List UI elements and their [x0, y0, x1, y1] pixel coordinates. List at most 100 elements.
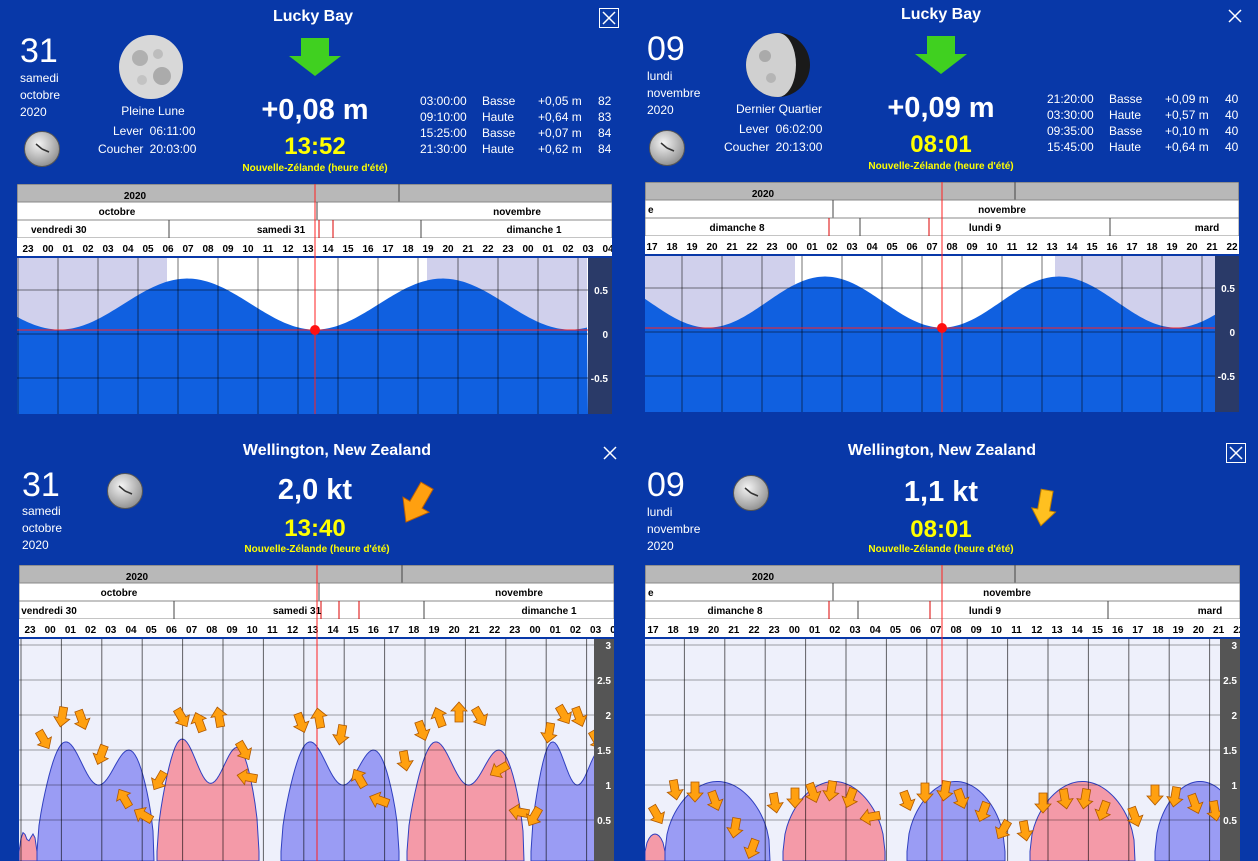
date-details: lundi novembre 2020: [647, 504, 700, 555]
clock-icon[interactable]: [107, 473, 143, 509]
direction-arrow-icon: [686, 781, 704, 803]
tide-panel-lucky-bay-09: Lucky Bay 09 lundi novembre 2020 Dernier…: [629, 0, 1258, 430]
direction-arrow-icon: [508, 803, 531, 821]
direction-arrow-icon: [766, 791, 784, 814]
timeline-hour: 02: [82, 244, 94, 255]
timeline-hour: 23: [769, 625, 781, 636]
clock-icon[interactable]: [649, 130, 685, 166]
timeline-hour: 17: [1132, 625, 1144, 636]
timeline-hour: 02: [85, 625, 97, 636]
rise-time: 06:02:00: [775, 122, 823, 136]
direction-arrow-icon: [1186, 792, 1204, 814]
timeline-hour: 23: [509, 625, 521, 636]
timeline-month: novembre: [978, 205, 1026, 216]
timeline-hour: 00: [522, 244, 534, 255]
arrow-down-icon: [915, 36, 967, 74]
timeline-hour: 18: [408, 625, 420, 636]
timeline-hour: 15: [342, 244, 354, 255]
direction-arrow-icon: [898, 789, 916, 811]
timeline-hour: 19: [1173, 625, 1185, 636]
month: novembre: [647, 86, 701, 100]
timeline-hour: 19: [1166, 242, 1178, 253]
direction-arrow-icon: [369, 791, 391, 809]
timeline-month: e: [648, 588, 654, 599]
timeline-hour: 21: [469, 625, 481, 636]
current-time: 08:01: [910, 516, 972, 543]
month: novembre: [647, 522, 701, 536]
month: octobre: [20, 88, 61, 102]
timeline-hour: 20: [1186, 242, 1198, 253]
year: 2020: [647, 103, 674, 117]
close-icon[interactable]: [1226, 7, 1246, 27]
timeline-hour: 21: [462, 244, 474, 255]
axis-tick-label: 0.5: [597, 816, 611, 827]
timeline-day: mard: [1198, 606, 1222, 617]
rise-label: Lever: [738, 122, 769, 136]
timeline-hour: 20: [449, 625, 461, 636]
timeline-day: dimanche 8: [709, 223, 764, 234]
timeline-hour: 17: [646, 242, 658, 253]
timezone: Nouvelle-Zélande (heure d'été): [868, 161, 1014, 172]
timeline-hour: 23: [502, 244, 514, 255]
current-chart[interactable]: 2020 octobre novembre vendredi 30 samedi 31 d…: [19, 565, 614, 861]
direction-arrow-icon: [1206, 799, 1224, 822]
current-height: +0,08 m: [261, 94, 369, 126]
timeline-hour: 20: [708, 625, 720, 636]
clock-icon[interactable]: [733, 475, 769, 511]
timeline-hour: 04: [866, 242, 878, 253]
close-icon[interactable]: [1226, 443, 1246, 463]
axis-tick-label: 0.5: [594, 286, 608, 297]
close-icon[interactable]: [601, 444, 621, 464]
timeline-hour: 15: [1092, 625, 1104, 636]
tide-row: 15:25:00 Basse +0,07 m 84: [420, 126, 612, 140]
timeline-hour: 01: [65, 625, 77, 636]
timeline-hour: 18: [666, 242, 678, 253]
timeline-hour: 04: [122, 244, 134, 255]
timeline-hour: 09: [226, 625, 238, 636]
timeline-month: e: [648, 205, 654, 216]
clock-icon[interactable]: [24, 131, 60, 167]
direction-arrow-icon: [706, 789, 724, 811]
timeline-hour: 00: [786, 242, 798, 253]
date-details: lundi novembre 2020: [647, 68, 700, 119]
timeline-hour: 06: [910, 625, 922, 636]
timeline-hour: 14: [322, 244, 334, 255]
timeline-hour: 00: [45, 625, 57, 636]
timeline-year: 2020: [752, 189, 775, 200]
weekday: lundi: [647, 505, 673, 519]
direction-arrow-icon: [726, 816, 744, 839]
timeline-year: 2020: [124, 191, 147, 202]
timeline-day: vendredi 30: [21, 606, 77, 617]
axis-tick-label: 2: [605, 711, 611, 722]
timezone: Nouvelle-Zélande (heure d'été): [244, 544, 390, 555]
timeline-hour: 16: [1106, 242, 1118, 253]
timeline-hour: 11: [1007, 242, 1018, 253]
timeline-hour: 08: [946, 242, 958, 253]
timeline-hour: 22: [482, 244, 494, 255]
timeline-hour: 20: [1193, 625, 1205, 636]
water-area: [17, 278, 588, 414]
close-icon[interactable]: [599, 8, 619, 28]
direction-arrow-icon: [841, 786, 859, 808]
timeline-hour: 21: [1206, 242, 1218, 253]
timeline-hour: 23: [766, 242, 778, 253]
timeline-hour: 20: [442, 244, 454, 255]
axis-tick-label: 1: [1231, 781, 1237, 792]
timeline-hour: 02: [829, 625, 841, 636]
timeline-hour: 03: [849, 625, 861, 636]
direction-arrow-icon: [332, 723, 350, 746]
moon-icon: [746, 33, 810, 97]
weekday: samedi: [22, 504, 61, 518]
axis-tick-label: 1: [605, 781, 611, 792]
direction-arrow-icon: [489, 760, 511, 778]
tide-chart[interactable]: 2020 octobre novembre vendredi 30 samedi 31 d…: [17, 184, 612, 414]
timeline-hour: 22: [746, 242, 758, 253]
direction-arrow-icon: [292, 711, 310, 733]
direction-arrow-icon: [450, 701, 468, 723]
timeline-month: octobre: [101, 588, 138, 599]
tide-row: 03:30:00 Haute +0,57 m 40: [1047, 108, 1239, 122]
current-area: [280, 741, 400, 861]
arrow-down-icon: [289, 38, 341, 76]
